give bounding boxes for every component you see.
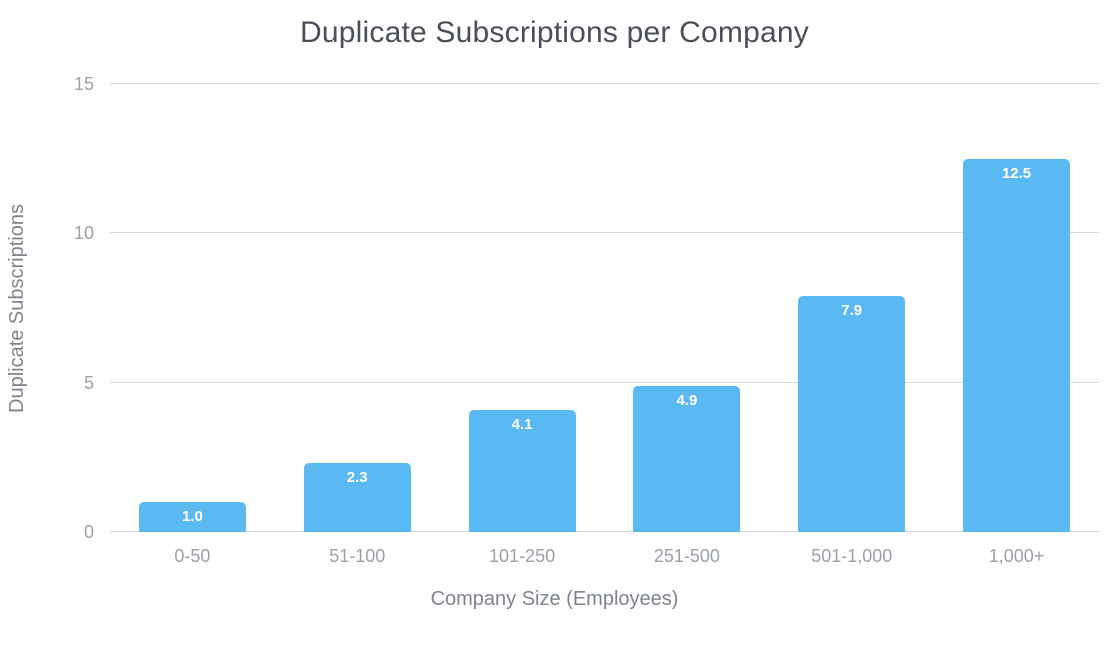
x-axis-title: Company Size (Employees): [430, 588, 679, 610]
bar-slot: 4.1: [440, 84, 605, 532]
y-tick-label: 15: [73, 74, 94, 94]
x-tick-label: 251-500: [653, 545, 720, 566]
y-tick-label: 10: [73, 223, 94, 244]
bar-slot: 4.9: [604, 84, 769, 532]
bar-value-label: 4.1: [511, 415, 533, 433]
chart-frame: Duplicate Subscriptions 0 5 10 15 1.0 2.3 4.1…: [0, 75, 1109, 574]
y-axis-title-column: Duplicate Subscriptions: [0, 84, 34, 532]
plot-area: 1.0 2.3 4.1 4.9 7.9 12.5: [110, 83, 1099, 532]
x-tick-label: 51-100: [329, 545, 386, 566]
bar: 4.1: [468, 409, 576, 532]
gridline: [110, 232, 1099, 234]
bar: 12.5: [962, 158, 1071, 532]
gridline: [110, 381, 1099, 383]
bar-slot: 12.5: [934, 84, 1099, 532]
y-tick-label: 0: [83, 522, 94, 542]
bar: 4.9: [633, 385, 741, 532]
x-axis-tick-labels: 0-50 51-100 101-250 251-500 501-1,000 1,000+: [110, 532, 1099, 574]
bar-value-label: 7.9: [841, 302, 863, 320]
gridline: [110, 83, 1099, 84]
bar-value-label: 2.3: [346, 469, 368, 487]
x-tick-label: 1,000+: [988, 545, 1045, 566]
y-axis-tick-labels: 0 5 10 15: [34, 75, 110, 541]
x-tick-label: 0-50: [174, 545, 211, 566]
x-tick-label: 501-1,000: [811, 545, 893, 566]
bar: 1.0: [138, 502, 246, 532]
bar-value-label: 4.9: [676, 391, 698, 409]
gridline: [110, 531, 1099, 532]
bar-value-label: 12.5: [1001, 164, 1032, 182]
bar-slot: 2.3: [275, 84, 440, 532]
y-tick-label: 5: [83, 372, 94, 393]
chart-title: Duplicate Subscriptions per Company: [300, 16, 809, 49]
bar-value-label: 1.0: [181, 508, 203, 526]
bar-slot: 1.0: [110, 84, 275, 532]
bar: 7.9: [798, 296, 906, 532]
x-tick-label: 101-250: [489, 545, 556, 566]
bar: 2.3: [303, 463, 411, 532]
bars-container: 1.0 2.3 4.1 4.9 7.9 12.5: [110, 84, 1099, 532]
y-axis-title: Duplicate Subscriptions: [5, 203, 28, 413]
bar-slot: 7.9: [769, 84, 934, 532]
